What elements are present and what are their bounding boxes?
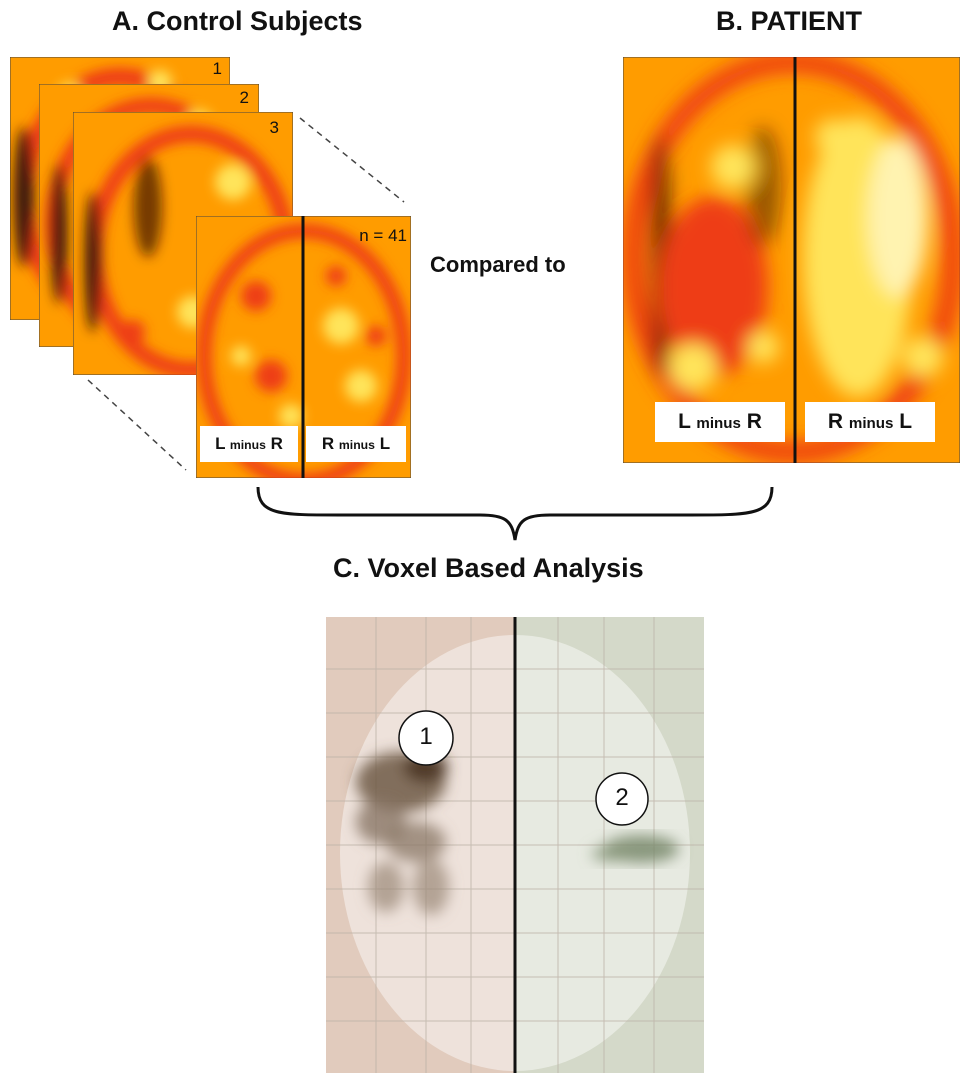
slice-number-3: 3 [269,118,279,137]
connector-line-bottom [87,379,187,471]
panel-b-title: B. PATIENT [716,6,862,36]
patient-r-minus-l-label: R minus L [805,402,935,442]
slice-number-1: 1 [212,59,222,78]
compared-to-label: Compared to [430,252,566,277]
marker-1-label: 1 [419,723,433,750]
control-r-minus-l-label: R minus L [306,426,406,462]
sample-size-label: n = 41 [359,226,407,245]
connector-line-top [299,117,405,203]
panel-a-title: A. Control Subjects [112,6,363,36]
patient-l-minus-r-label: L minus R [655,402,785,442]
control-average-map: n = 41 L minus R R minus L [196,216,411,478]
marker-2-circle [595,772,649,826]
marker-1-circle [398,710,454,766]
panel-c-title: C. Voxel Based Analysis [333,553,644,583]
voxel-analysis-map: 1 2 [326,617,704,1073]
patient-map: L minus R R minus L [623,57,960,463]
marker-2-label: 2 [615,784,629,811]
control-l-minus-r-label: L minus R [200,426,298,462]
slice-number-2: 2 [239,88,249,107]
voxel-analysis-figure [326,617,704,1073]
cluster-2 [591,835,679,863]
comparison-brace [256,486,774,541]
patient-heatmap [623,57,960,463]
cluster-1 [356,752,449,915]
